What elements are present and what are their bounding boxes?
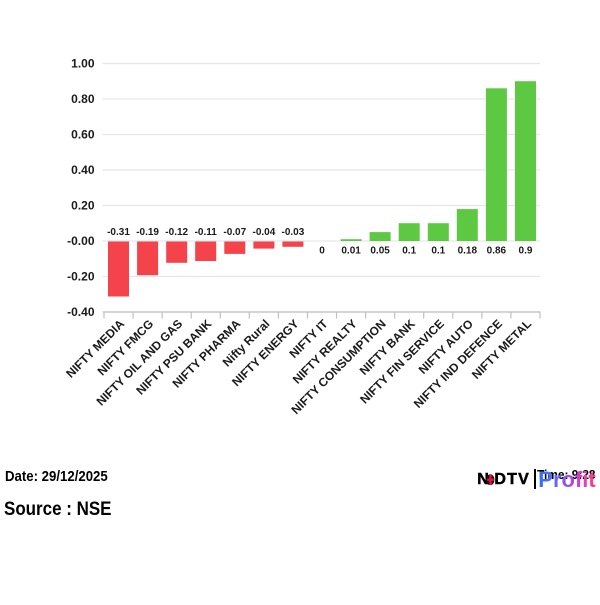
svg-text:0.60: 0.60 [71, 128, 95, 142]
svg-text:0.20: 0.20 [71, 199, 95, 213]
svg-text:-0.00: -0.00 [67, 234, 95, 248]
svg-text:-0.03: -0.03 [282, 227, 305, 238]
svg-text:0.18: 0.18 [458, 246, 478, 257]
svg-text:-0.11: -0.11 [195, 227, 218, 238]
svg-text:-0.12: -0.12 [165, 227, 188, 238]
svg-text:0.05: 0.05 [370, 246, 390, 257]
svg-text:0.1: 0.1 [402, 246, 416, 257]
svg-text:1.00: 1.00 [71, 57, 95, 71]
svg-text:-0.20: -0.20 [67, 270, 95, 284]
svg-text:-0.07: -0.07 [223, 227, 246, 238]
svg-text:0.01: 0.01 [341, 246, 361, 257]
svg-text:-0.19: -0.19 [136, 227, 159, 238]
svg-text:0.80: 0.80 [71, 92, 95, 106]
svg-text:0.9: 0.9 [519, 246, 533, 257]
svg-text:0: 0 [319, 246, 325, 257]
svg-text:-0.40: -0.40 [67, 305, 95, 319]
svg-text:0.86: 0.86 [487, 246, 507, 257]
svg-text:-0.31: -0.31 [107, 227, 130, 238]
svg-text:0.1: 0.1 [431, 246, 445, 257]
svg-text:0.40: 0.40 [71, 163, 95, 177]
svg-text:-0.04: -0.04 [253, 227, 276, 238]
